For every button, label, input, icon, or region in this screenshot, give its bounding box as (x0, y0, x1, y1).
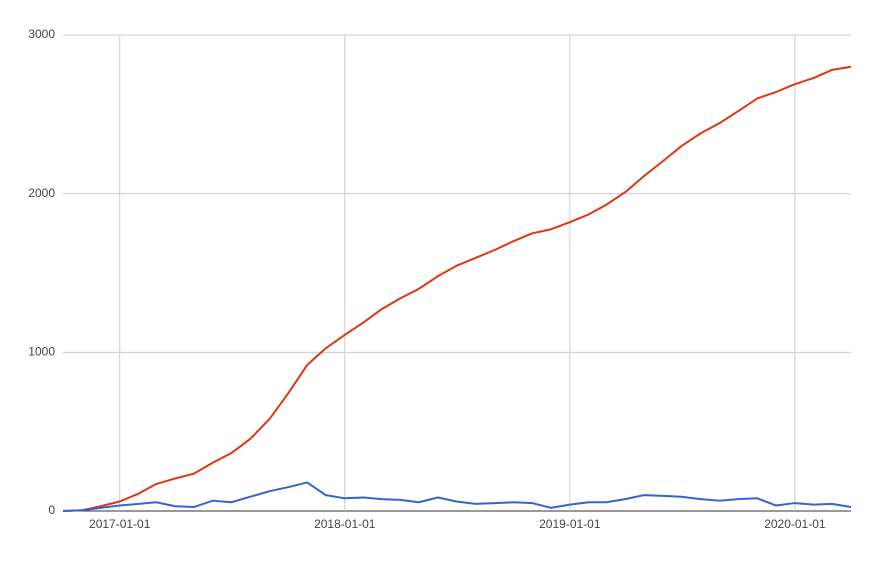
x-tick-label: 2018-01-01 (314, 517, 376, 531)
line-series (62, 65, 852, 512)
x-tick-label: 2019-01-01 (539, 517, 601, 531)
line-series (62, 481, 852, 512)
y-tick-label: 3000 (28, 27, 55, 41)
y-tick-label: 2000 (28, 186, 55, 200)
x-tick-label: 2020-01-01 (764, 517, 826, 531)
x-tick-label: 2017-01-01 (89, 517, 151, 531)
y-tick-label: 1000 (28, 345, 55, 359)
y-tick-label: 0 (48, 503, 55, 517)
